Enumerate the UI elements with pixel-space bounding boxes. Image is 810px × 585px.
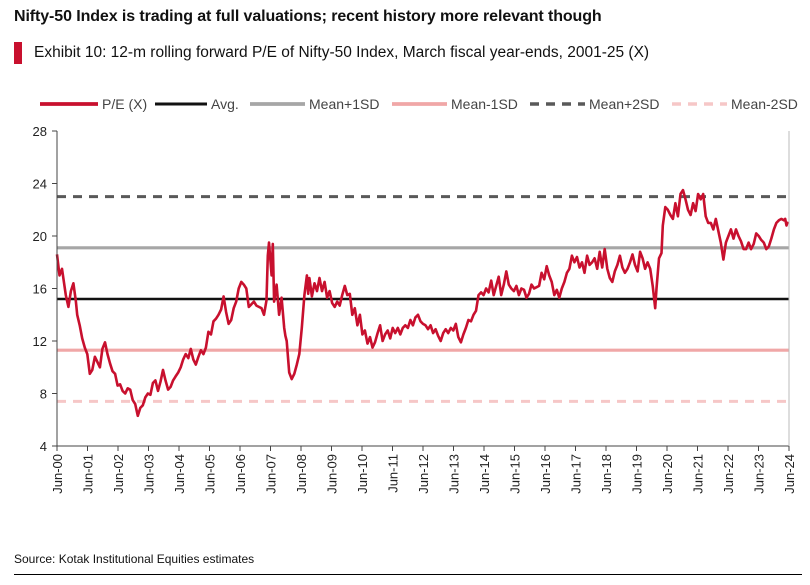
x-tick-label: Jun-15 bbox=[508, 454, 523, 494]
x-tick-label: Jun-13 bbox=[447, 454, 462, 494]
x-tick-label: Jun-10 bbox=[355, 454, 370, 494]
legend-label: Mean-2SD bbox=[731, 96, 798, 112]
y-tick-label: 12 bbox=[33, 334, 47, 349]
legend-label: Avg. bbox=[211, 96, 239, 112]
x-tick-label: Jun-01 bbox=[81, 454, 96, 494]
x-tick-label: Jun-23 bbox=[752, 454, 767, 494]
x-tick-label: Jun-18 bbox=[599, 454, 614, 494]
y-tick-label: 8 bbox=[40, 387, 47, 402]
x-tick-label: Jun-17 bbox=[569, 454, 584, 494]
x-tick-label: Jun-09 bbox=[325, 454, 340, 494]
pe-line bbox=[55, 188, 789, 418]
x-tick-label: Jun-16 bbox=[538, 454, 553, 494]
legend-label: Mean-1SD bbox=[451, 96, 518, 112]
pe-series bbox=[55, 188, 789, 418]
y-tick-label: 24 bbox=[33, 177, 47, 192]
x-tick-label: Jun-02 bbox=[111, 454, 126, 494]
legend-label: Mean+1SD bbox=[309, 96, 379, 112]
x-tick-label: Jun-14 bbox=[477, 454, 492, 494]
x-tick-label: Jun-05 bbox=[203, 454, 218, 494]
x-tick-label: Jun-06 bbox=[233, 454, 248, 494]
x-tick-label: Jun-08 bbox=[294, 454, 309, 494]
exhibit-marker bbox=[14, 42, 22, 64]
headline: Nifty-50 Index is trading at full valuat… bbox=[14, 8, 602, 25]
x-tick-label: Jun-24 bbox=[782, 454, 797, 494]
x-tick-label: Jun-12 bbox=[416, 454, 431, 494]
x-tick-label: Jun-22 bbox=[721, 454, 736, 494]
x-tick-label: Jun-20 bbox=[660, 454, 675, 494]
exhibit-title: Exhibit 10: 12-m rolling forward P/E of … bbox=[34, 44, 650, 61]
x-tick-label: Jun-03 bbox=[142, 454, 157, 494]
x-tick-label: Jun-19 bbox=[630, 454, 645, 494]
legend-label: Mean+2SD bbox=[589, 96, 659, 112]
x-tick-label: Jun-04 bbox=[172, 454, 187, 494]
chart-legend: P/E (X) Avg. Mean+1SD Mean-1SD Mean+2SD Mean-… bbox=[40, 96, 798, 112]
chart-axes: 4 8 12 16 20 24 28 Jun-00 Jun-01 Jun-02 Jun-03 Jun-… bbox=[33, 124, 797, 494]
y-tick-label: 28 bbox=[33, 124, 47, 139]
bottom-rule bbox=[14, 574, 802, 575]
x-tick-label: Jun-00 bbox=[50, 454, 65, 494]
source-note: Source: Kotak Institutional Equities est… bbox=[14, 552, 255, 566]
y-tick-label: 4 bbox=[40, 439, 47, 454]
x-tick-label: Jun-07 bbox=[264, 454, 279, 494]
x-tick-label: Jun-11 bbox=[386, 454, 401, 493]
x-tick-label: Jun-21 bbox=[691, 454, 706, 494]
legend-label: P/E (X) bbox=[102, 96, 147, 112]
y-tick-label: 20 bbox=[33, 229, 47, 244]
y-tick-label: 16 bbox=[33, 282, 47, 297]
reference-lines bbox=[57, 195, 789, 403]
